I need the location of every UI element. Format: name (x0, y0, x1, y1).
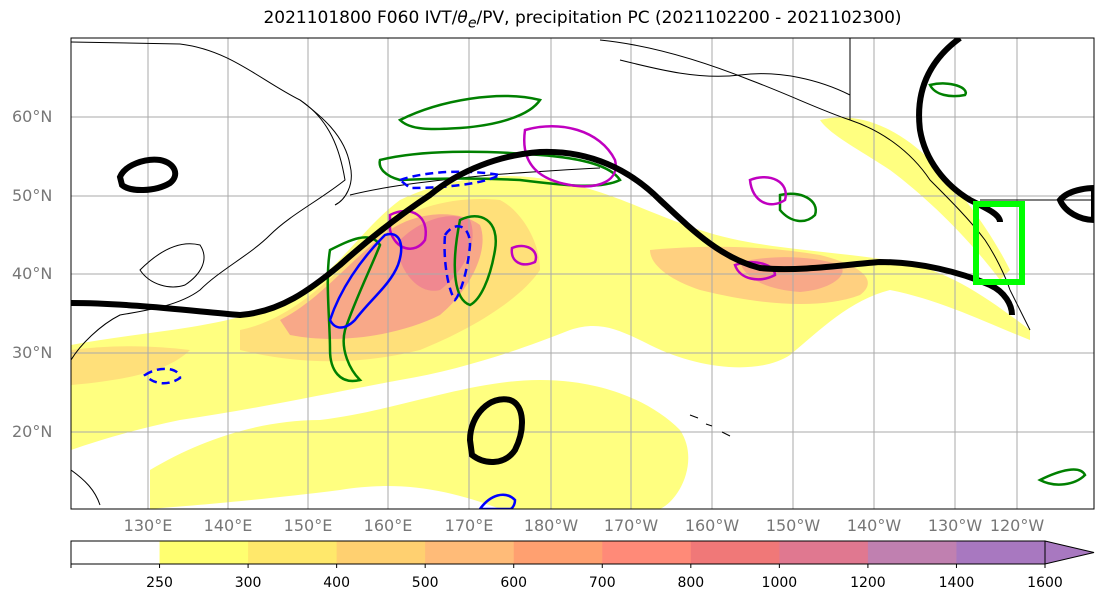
colorbar-segment (513, 541, 603, 564)
pv-neg-central (443, 225, 472, 302)
region-box (973, 201, 1025, 285)
colorbar-tick-label: 1600 (1027, 575, 1063, 591)
lat-label: 40°N (12, 264, 53, 283)
colorbar-segment (602, 541, 692, 564)
colorbar-tick-label: 400 (323, 575, 350, 591)
theta-e-west-chain (326, 236, 382, 383)
coastlines (71, 38, 1094, 506)
colorbar-segment (690, 541, 780, 564)
colorbar-segment (867, 541, 957, 564)
colorbar-segment (425, 541, 515, 564)
theta-e-north (397, 94, 543, 131)
pv-neg-west (328, 232, 403, 329)
colorbar-tick-label: 1200 (850, 575, 886, 591)
ivt-band-westpacific (71, 346, 190, 385)
colorbar-segment (779, 541, 869, 564)
lat-label: 30°N (12, 343, 53, 362)
colorbar-segment (248, 541, 338, 564)
lon-label: 160°E (363, 516, 413, 535)
lat-label: 60°N (12, 107, 53, 126)
map-frame (70, 37, 1095, 510)
ivt-contour-ne (916, 38, 1003, 223)
colorbar-tick-label: 700 (588, 575, 616, 591)
ivt-contour-east-edge (1056, 184, 1094, 224)
us-coast (1009, 289, 1031, 331)
ivt-contour-tropical-loop (466, 396, 525, 465)
lat-label: 50°N (12, 186, 53, 205)
pv-ne-low (733, 260, 777, 281)
colorbar-tick-label: 300 (234, 575, 262, 591)
alaska-interior (619, 59, 851, 96)
colorbar-tick-label: 250 (146, 575, 173, 591)
colorbar-segment (71, 541, 161, 564)
lon-label: 150°W (765, 516, 821, 535)
japan-coast (139, 243, 205, 288)
colorbar-segment (159, 541, 249, 564)
colorbar-segment (956, 541, 1046, 564)
lon-label: 170°E (444, 516, 494, 535)
lat-label: 20°N (12, 422, 53, 441)
theta-e-coastal (1037, 468, 1087, 486)
pv-small (510, 244, 538, 266)
pv-neg-west-pac (143, 367, 182, 385)
lon-label: 150°E (283, 516, 333, 535)
philippines-coast (71, 469, 101, 506)
colorbar-tick-label: 600 (500, 575, 528, 591)
kamchatka-coast (299, 99, 352, 206)
colorbar-tick-label: 1000 (761, 575, 798, 591)
colorbar-tick-label: 1400 (938, 575, 975, 591)
colorbar-extend-arrow (1044, 540, 1095, 565)
colorbar-segment (336, 541, 426, 564)
colorbar (70, 540, 1095, 568)
aleutian-chain (349, 167, 601, 196)
colorbar-outline (70, 540, 1046, 565)
lon-label: 130°E (123, 516, 173, 535)
pv-neg-north (397, 170, 505, 190)
lon-label: 140°W (846, 516, 902, 535)
lon-label: 160°W (684, 516, 740, 535)
theta-e-east (778, 192, 817, 223)
theta-e-central (453, 215, 498, 307)
ivt-band-coastal (820, 117, 1010, 280)
ivt-contours (71, 38, 1094, 465)
ivt-contour-west-loop (116, 156, 179, 193)
gridlines (71, 38, 1094, 509)
lon-label: 180°W (523, 516, 579, 535)
lon-label: 120°W (989, 516, 1045, 535)
theta-e-ne-edge (928, 82, 968, 98)
map-title: 2021101800 F060 IVT/θe/PV, precipitation… (263, 8, 902, 32)
hawaii-islands (689, 414, 731, 437)
ivt-band-tropical (150, 380, 689, 509)
pv-gulf (748, 175, 787, 206)
alaska-coast (599, 39, 1011, 291)
lon-label: 140°E (203, 516, 253, 535)
asia-coast (71, 41, 346, 361)
ivt-contour-main (71, 148, 1015, 319)
lon-label: 130°W (927, 516, 983, 535)
pv-bering (522, 125, 618, 188)
colorbar-tick-label: 800 (677, 575, 705, 591)
colorbar-tick-label: 500 (411, 575, 439, 591)
lon-label: 170°W (603, 516, 659, 535)
